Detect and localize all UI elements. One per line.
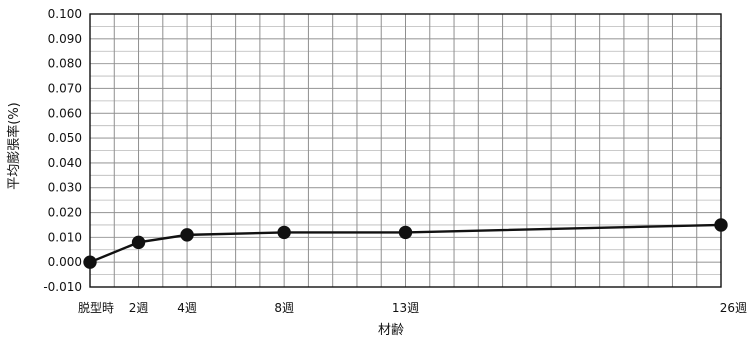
x-tick-label: 脱型時 [78, 300, 114, 315]
x-tick-label: 26週 [720, 301, 747, 315]
gridlines [89, 13, 722, 288]
x-tick-label: 2週 [129, 301, 149, 315]
series-line [89, 223, 722, 264]
plot-frame [89, 13, 722, 288]
data-point [277, 225, 291, 240]
y-tick-label: 0.010 [48, 230, 82, 244]
y-tick-label: 0.020 [48, 206, 82, 220]
y-axis-ticks: -0.010 0.000 0.010 0.020 0.030 0.040 0.050 0.06… [43, 7, 82, 294]
y-tick-label: 0.030 [48, 181, 82, 195]
x-axis-ticks: 脱型時 2週 4週 8週 13週 26週 [78, 300, 747, 315]
x-tick-label: 4週 [177, 301, 197, 315]
y-tick-label: 0.090 [48, 32, 82, 46]
data-point [398, 225, 413, 240]
series-layer [83, 218, 728, 269]
y-tick-label: -0.010 [43, 280, 82, 294]
data-point [714, 218, 728, 232]
y-tick-label: 0.040 [48, 156, 82, 170]
y-axis-title: 平均膨張率(%) [6, 102, 22, 190]
y-tick-label: 0.080 [48, 57, 82, 71]
x-tick-label: 13週 [392, 301, 419, 315]
x-tick-label: 8週 [274, 301, 294, 315]
y-tick-label: 0.050 [48, 131, 82, 145]
data-point [180, 228, 194, 242]
y-tick-label: 0.060 [48, 106, 82, 120]
y-tick-label: 0.000 [48, 255, 82, 269]
x-axis-title: 材齢 [378, 323, 404, 338]
data-point [83, 255, 97, 269]
y-tick-label: 0.100 [48, 7, 82, 21]
data-point [131, 235, 146, 250]
y-tick-label: 0.070 [48, 81, 82, 95]
